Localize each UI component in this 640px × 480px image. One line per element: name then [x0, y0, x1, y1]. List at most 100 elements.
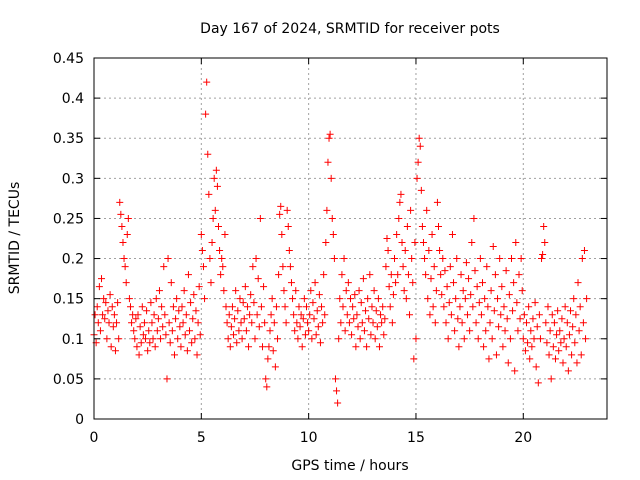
- data-point: [175, 307, 183, 315]
- data-point: [473, 283, 481, 291]
- data-point: [256, 214, 264, 222]
- data-point: [502, 267, 510, 275]
- data-point: [551, 355, 559, 363]
- data-point: [177, 343, 185, 351]
- data-point: [378, 319, 386, 327]
- data-point: [565, 331, 573, 339]
- data-point: [412, 335, 420, 343]
- data-point: [424, 295, 432, 303]
- data-point: [276, 210, 284, 218]
- data-point: [511, 367, 519, 375]
- data-point: [265, 343, 273, 351]
- data-point: [172, 315, 180, 323]
- data-point: [527, 327, 535, 335]
- data-point: [567, 307, 575, 315]
- data-point: [340, 255, 348, 263]
- data-point: [433, 198, 441, 206]
- data-point: [528, 343, 536, 351]
- data-point: [138, 303, 146, 311]
- data-point: [186, 327, 194, 335]
- data-point: [243, 303, 251, 311]
- data-point: [328, 214, 336, 222]
- data-point: [450, 279, 458, 287]
- data-point: [372, 307, 380, 315]
- data-point: [257, 303, 265, 311]
- data-point: [574, 279, 582, 287]
- data-point: [174, 335, 182, 343]
- data-point: [158, 303, 166, 311]
- data-point: [395, 214, 403, 222]
- data-point: [96, 327, 104, 335]
- data-point: [209, 214, 217, 222]
- data-point: [153, 327, 161, 335]
- data-point: [101, 315, 109, 323]
- data-point: [173, 295, 181, 303]
- data-point: [188, 339, 196, 347]
- data-point: [383, 235, 391, 242]
- data-point: [375, 343, 383, 351]
- data-point: [446, 263, 454, 271]
- data-point: [509, 307, 517, 315]
- data-point: [557, 339, 565, 347]
- data-point: [488, 335, 496, 343]
- data-point: [206, 255, 214, 263]
- data-point: [235, 327, 243, 335]
- data-point: [128, 319, 136, 327]
- data-point: [157, 335, 165, 343]
- data-point: [401, 247, 409, 255]
- data-point: [238, 335, 246, 343]
- data-point: [183, 347, 191, 355]
- data-point: [350, 315, 358, 323]
- data-point: [466, 327, 474, 335]
- data-point: [278, 230, 286, 238]
- data-point: [108, 303, 116, 311]
- data-point: [391, 255, 399, 263]
- data-point: [579, 319, 587, 327]
- data-point: [569, 323, 577, 331]
- chart-title: Day 167 of 2024, SRMTID for receiver pot…: [200, 21, 500, 37]
- data-point: [250, 299, 258, 307]
- data-point: [475, 299, 483, 307]
- data-point: [561, 303, 569, 311]
- data-point: [233, 339, 241, 347]
- data-point: [469, 303, 477, 311]
- data-point: [385, 283, 393, 291]
- data-point: [429, 303, 437, 311]
- data-point: [535, 311, 543, 319]
- data-point: [396, 198, 404, 206]
- data-point: [179, 319, 187, 327]
- data-point: [131, 335, 139, 343]
- data-point: [497, 311, 505, 319]
- data-point: [154, 315, 162, 323]
- data-point: [400, 287, 408, 295]
- data-point: [299, 315, 307, 323]
- data-point: [455, 343, 463, 351]
- data-point: [304, 319, 312, 327]
- data-point: [264, 355, 272, 363]
- data-point: [394, 271, 402, 279]
- data-point: [236, 295, 244, 303]
- data-point: [221, 230, 229, 238]
- data-point: [122, 279, 130, 287]
- data-point: [189, 315, 197, 323]
- data-point: [210, 174, 218, 182]
- data-point: [234, 307, 242, 315]
- data-point: [438, 291, 446, 299]
- data-point: [468, 239, 476, 247]
- data-point: [311, 279, 319, 287]
- data-point: [214, 222, 222, 230]
- data-point: [474, 335, 482, 343]
- data-point: [212, 166, 220, 174]
- data-point: [312, 331, 320, 339]
- data-point: [550, 319, 558, 327]
- data-point: [263, 383, 271, 391]
- data-point: [216, 247, 224, 255]
- data-point: [407, 206, 415, 214]
- data-point: [133, 343, 141, 351]
- data-point: [368, 303, 376, 311]
- data-point: [355, 287, 363, 295]
- y-tick-label: 0.25: [53, 211, 84, 227]
- data-point: [573, 359, 581, 367]
- data-point: [570, 295, 578, 303]
- data-point: [150, 311, 158, 319]
